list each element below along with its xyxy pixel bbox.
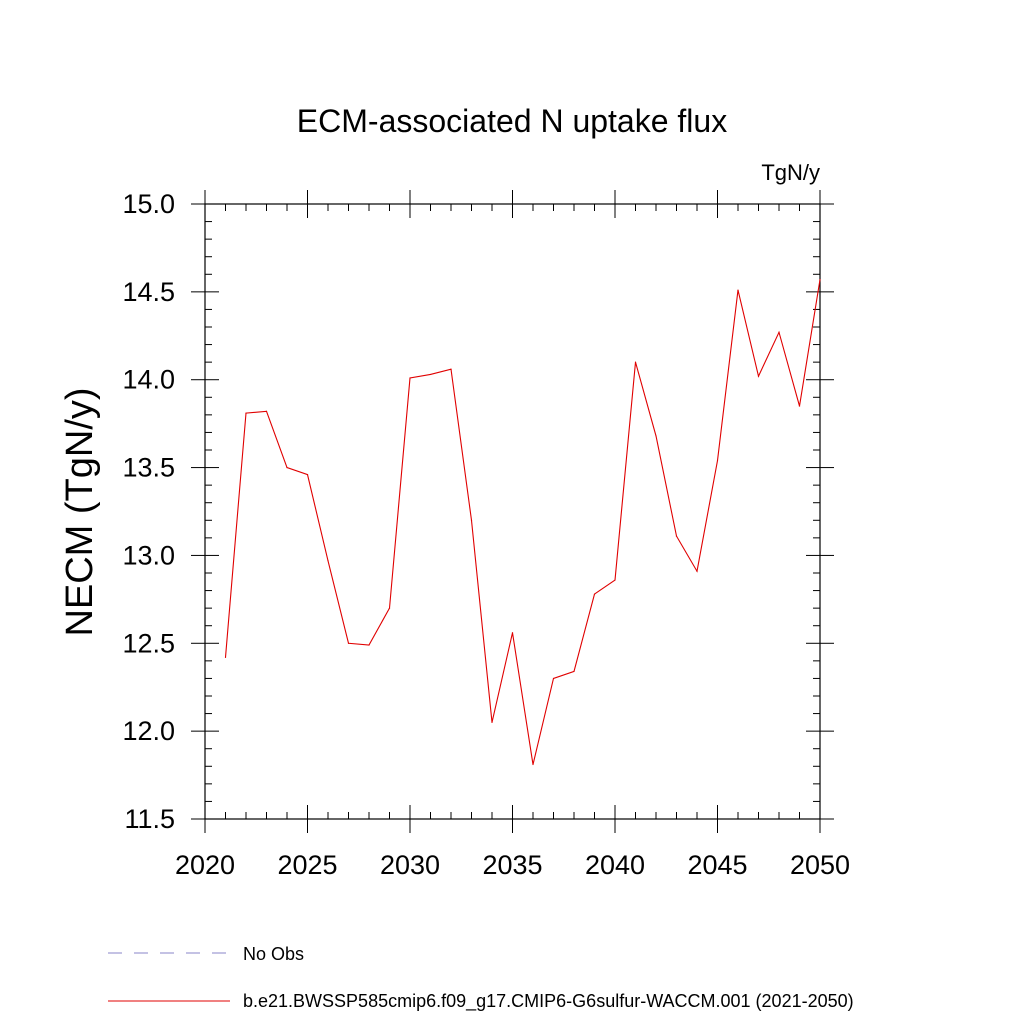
- series-line-0: [224, 279, 821, 765]
- data-point: [491, 721, 493, 723]
- data-point: [245, 412, 247, 414]
- data-point: [798, 405, 801, 407]
- data-point: [634, 361, 637, 363]
- data-point: [696, 570, 698, 572]
- series-group: [224, 278, 821, 766]
- x-tick-label: 2025: [277, 850, 337, 880]
- data-point: [327, 560, 329, 562]
- data-point: [265, 410, 268, 412]
- x-tick-label: 2030: [380, 850, 440, 880]
- data-point: [614, 579, 616, 581]
- data-point: [429, 373, 432, 376]
- data-point: [552, 677, 555, 680]
- data-point: [532, 763, 534, 766]
- data-point: [778, 331, 780, 333]
- data-point: [819, 278, 821, 281]
- x-tick-label: 2035: [482, 850, 542, 880]
- y-tick-label: 14.5: [122, 277, 175, 307]
- data-point: [737, 289, 739, 291]
- data-point: [388, 607, 391, 609]
- legend: No Obs b.e21.BWSSP585cmip6.f09_g17.CMIP6…: [108, 944, 854, 1012]
- x-tick-label: 2050: [790, 850, 850, 880]
- y-tick-label: 12.0: [122, 716, 175, 746]
- data-point: [511, 632, 514, 634]
- data-point: [409, 377, 411, 379]
- y-tick-label: 13.5: [122, 453, 175, 483]
- data-point: [573, 670, 575, 673]
- data-point: [450, 368, 452, 370]
- data-point: [593, 593, 596, 595]
- data-point: [347, 642, 350, 644]
- chart-title: ECM-associated N uptake flux: [297, 103, 727, 139]
- x-tick-label: 2045: [687, 850, 747, 880]
- legend-label-model: b.e21.BWSSP585cmip6.f09_g17.CMIP6-G6sulf…: [243, 991, 854, 1012]
- data-point: [286, 466, 288, 469]
- data-point: [368, 644, 370, 646]
- data-point: [757, 375, 760, 377]
- tick-labels: 2020 2025 2030 2035 2040 2045 2050 11.5 12.0 12.5…: [122, 189, 850, 880]
- y-tick-label: 15.0: [122, 189, 175, 219]
- units-label: TgN/y: [761, 160, 820, 185]
- y-axis-label: NECM (TgN/y): [59, 387, 101, 636]
- y-tick-label: 12.5: [122, 628, 175, 658]
- data-point: [655, 435, 657, 437]
- y-tick-label: 14.0: [122, 365, 175, 395]
- x-tick-label: 2020: [175, 850, 235, 880]
- y-tick-label: 11.5: [124, 804, 175, 834]
- data-point: [306, 474, 309, 476]
- data-point: [675, 535, 678, 537]
- axis-ticks: [191, 190, 834, 833]
- y-tick-label: 13.0: [122, 540, 175, 570]
- plot-frame: [204, 203, 821, 820]
- data-point: [224, 656, 227, 658]
- data-point: [470, 519, 473, 521]
- data-point: [716, 459, 719, 462]
- legend-label-no-obs: No Obs: [243, 944, 304, 964]
- x-tick-label: 2040: [585, 850, 645, 880]
